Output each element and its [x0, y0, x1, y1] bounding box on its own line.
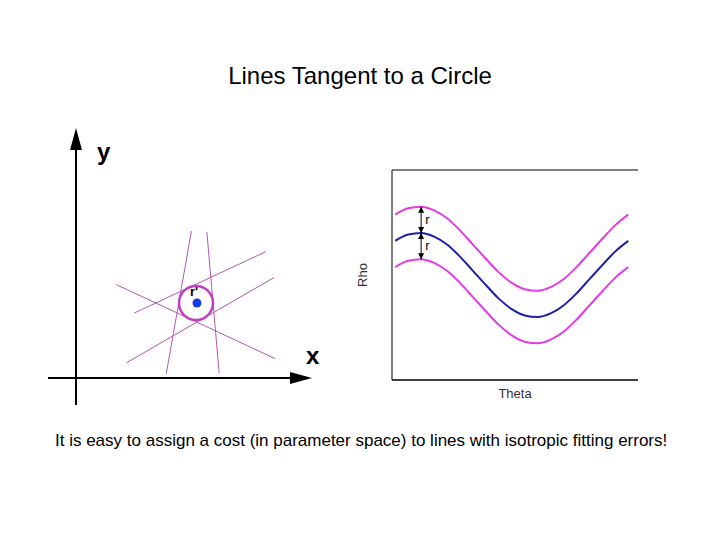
html-text:Lines Tangent to a Circle: Lines Tangent to a Circle — [228, 62, 492, 89]
svg-text:Rho: Rho — [355, 263, 370, 287]
svg-text:y: y — [97, 138, 111, 165]
svg-text:r: r — [425, 212, 430, 227]
svg-text:x: x — [306, 342, 320, 369]
html-text:It is easy to assign a cost (i: It is easy to assign a cost (in paramete… — [55, 431, 668, 450]
svg-text:r': r' — [190, 284, 198, 299]
svg-text:r: r — [425, 238, 430, 253]
svg-text:Theta: Theta — [498, 386, 532, 401]
